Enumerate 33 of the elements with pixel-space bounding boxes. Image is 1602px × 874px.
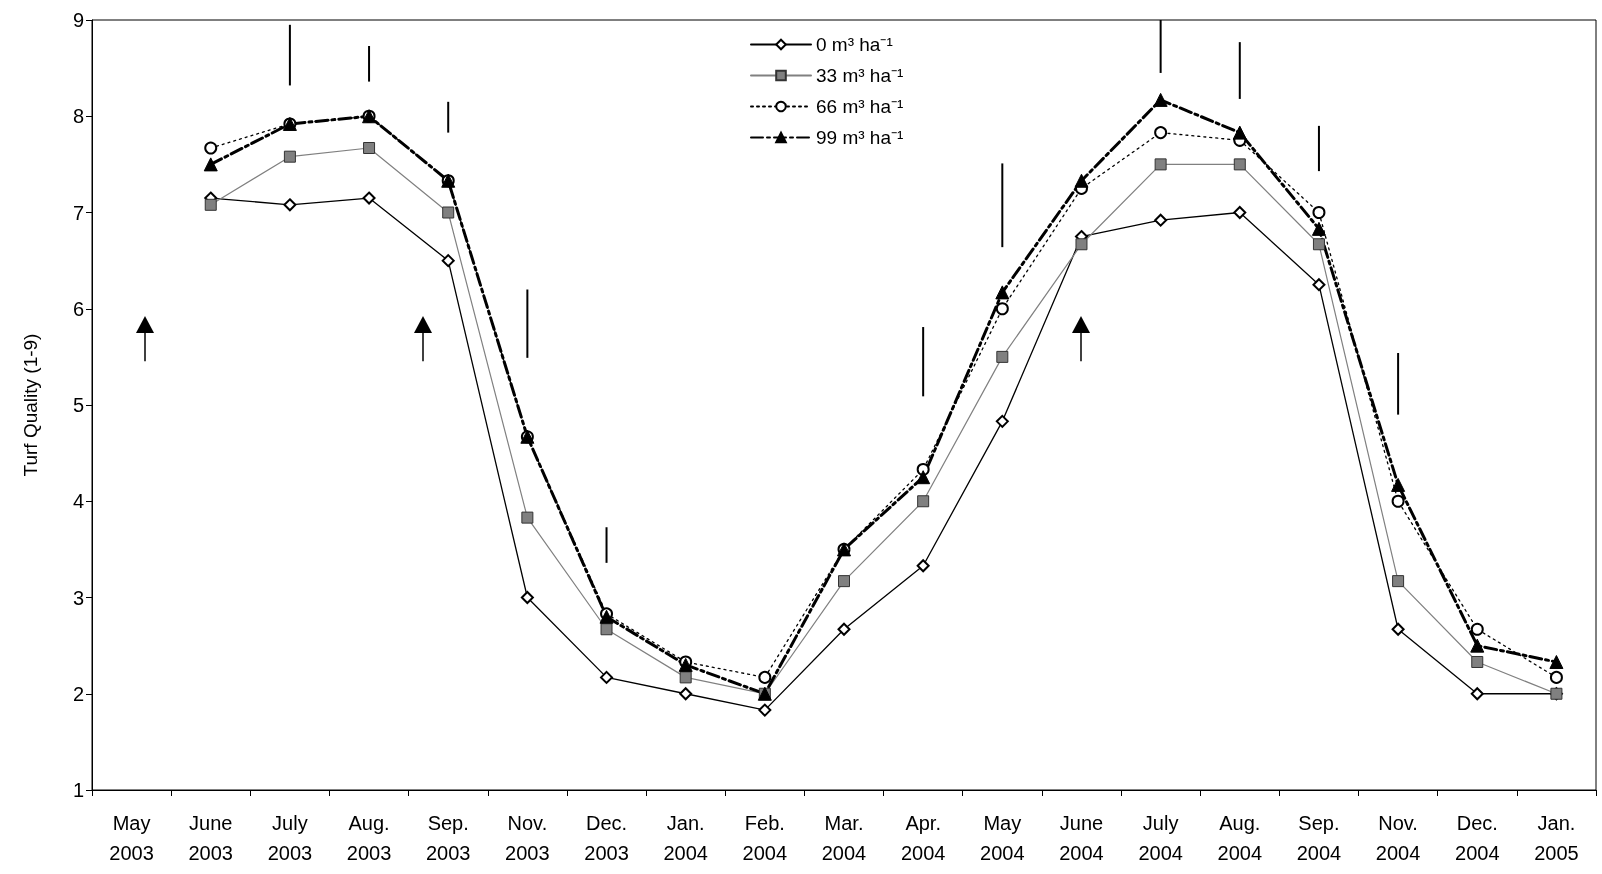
x-tick-label: Nov. 2004 <box>1375 812 1421 864</box>
x-tick-label: Sep. 2004 <box>1296 812 1342 864</box>
x-tick-label: May 2003 <box>109 812 154 864</box>
x-tick-label: Aug. 2003 <box>346 812 392 864</box>
x-tick-label: Feb. 2004 <box>742 812 788 864</box>
x-tick-label: Jan. 2005 <box>1534 812 1579 864</box>
x-tick-label: Nov. 2003 <box>505 812 550 864</box>
y-tick-label: 1 <box>72 779 84 801</box>
y-tick-label: 3 <box>72 586 84 609</box>
y-axis-title: Turf Quality (1-9) <box>20 333 41 477</box>
y-tick-label: 5 <box>72 394 84 416</box>
x-tick-label: Dec. 2004 <box>1455 812 1500 864</box>
x-tick-label: Sep. 2003 <box>425 812 471 864</box>
y-tick-label: 8 <box>72 105 84 128</box>
legend-label: 33 m³ ha⁻¹ <box>816 65 904 86</box>
legend-label: 66 m³ ha⁻¹ <box>816 96 904 117</box>
y-tick-label: 9 <box>72 9 84 31</box>
x-tick-label: June 2003 <box>188 812 233 864</box>
y-tick-label: 6 <box>72 297 84 320</box>
x-tick-label: July 2003 <box>267 812 313 864</box>
x-tick-label: May 2004 <box>980 812 1025 864</box>
y-tick-label: 4 <box>72 490 84 513</box>
legend-label: 99 m³ ha⁻¹ <box>816 127 904 148</box>
x-tick-label: June 2004 <box>1059 812 1104 864</box>
x-tick-label: Apr. 2004 <box>900 812 946 864</box>
legend-label: 0 m³ ha⁻¹ <box>816 34 893 55</box>
x-tick-label: Mar. 2004 <box>821 812 867 864</box>
y-tick-label: 7 <box>72 201 84 224</box>
x-tick-label: July 2004 <box>1138 812 1183 864</box>
x-tick-label: Jan. 2004 <box>663 812 708 864</box>
x-tick-label: Aug. 2004 <box>1217 812 1263 864</box>
y-tick-label: 2 <box>72 682 84 705</box>
x-tick-label: Dec. 2003 <box>584 812 629 864</box>
